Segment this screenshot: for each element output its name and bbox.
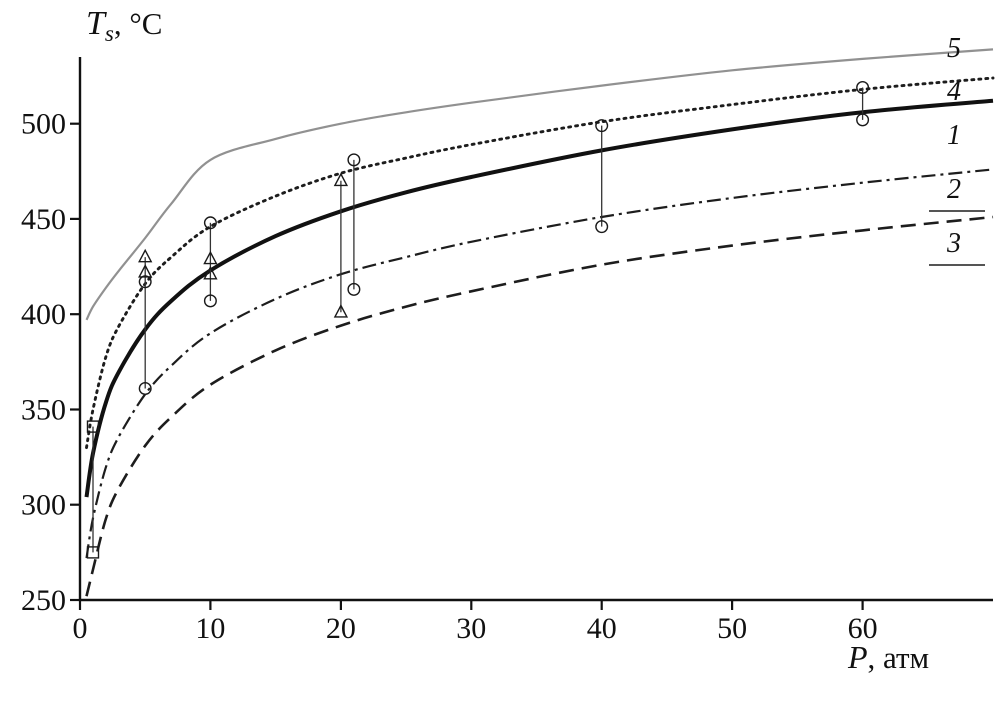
- curve-label-2: 2: [947, 174, 961, 205]
- curve-2: [85, 168, 994, 559]
- circle-marker: [138, 275, 152, 289]
- circle-marker: [856, 80, 870, 94]
- y-axis-symbol: T: [86, 5, 107, 42]
- curve-label-3: 3: [946, 228, 961, 259]
- x-tick-label: 0: [73, 612, 88, 645]
- x-axis-title: P, атм: [847, 639, 929, 675]
- circle-marker: [203, 216, 217, 230]
- circle-marker: [347, 282, 361, 296]
- curve-1: [84, 98, 994, 498]
- circle-marker: [347, 153, 361, 167]
- triangle-marker: [333, 172, 349, 187]
- x-tick-label: 30: [456, 612, 486, 645]
- x-tick-label: 50: [717, 612, 747, 645]
- y-axis-title: Ts, °C: [86, 5, 162, 46]
- y-tick-label: 450: [21, 203, 66, 236]
- circle-marker: [138, 382, 152, 396]
- y-tick-label: 300: [21, 489, 66, 522]
- y-tick-label: 400: [21, 298, 66, 331]
- circle-marker: [595, 220, 609, 234]
- triangle-marker: [138, 263, 153, 278]
- error-bar-group: [203, 216, 218, 308]
- triangle-marker: [333, 303, 349, 318]
- y-tick-label: 250: [21, 584, 66, 617]
- curves-group: [84, 48, 995, 597]
- error-bar-group: [595, 119, 609, 234]
- error-bar-group: [138, 248, 153, 396]
- curve-3: [85, 215, 994, 597]
- x-tick-label: 10: [195, 612, 225, 645]
- curve-label-4: 4: [947, 76, 961, 107]
- error-bar-group: [333, 172, 349, 318]
- triangle-marker: [138, 248, 153, 263]
- square-marker: [86, 546, 100, 559]
- x-tick-label: 60: [848, 612, 878, 645]
- y-tick-label: 500: [21, 108, 66, 141]
- y-axis-subscript: s: [105, 21, 114, 46]
- circle-marker: [856, 113, 870, 127]
- axes-group: 0 10 20 30 40 50 60 250 300 350 400 450 500: [21, 57, 993, 645]
- circle-marker: [595, 119, 609, 133]
- x-axis-units: , атм: [868, 640, 930, 675]
- curve-5: [85, 48, 994, 321]
- curve-label-5: 5: [947, 33, 961, 64]
- circle-marker: [203, 294, 217, 308]
- curve-label-1: 1: [947, 120, 961, 151]
- y-axis-units: , °C: [114, 6, 163, 41]
- y-tick-label: 350: [21, 394, 66, 427]
- x-tick-label: 20: [326, 612, 356, 645]
- x-tick-label: 40: [587, 612, 617, 645]
- square-marker: [86, 420, 100, 433]
- triangle-marker: [203, 265, 218, 280]
- error-bar-group: [347, 153, 361, 296]
- error-bars-group: [86, 80, 870, 559]
- error-bar-group: [856, 80, 870, 127]
- curve-4: [85, 76, 995, 450]
- curve-labels-group: 1 2 3 4 5: [929, 33, 985, 266]
- triangle-marker: [203, 250, 218, 265]
- error-bar-group: [86, 420, 100, 559]
- x-axis-symbol: P: [847, 639, 868, 675]
